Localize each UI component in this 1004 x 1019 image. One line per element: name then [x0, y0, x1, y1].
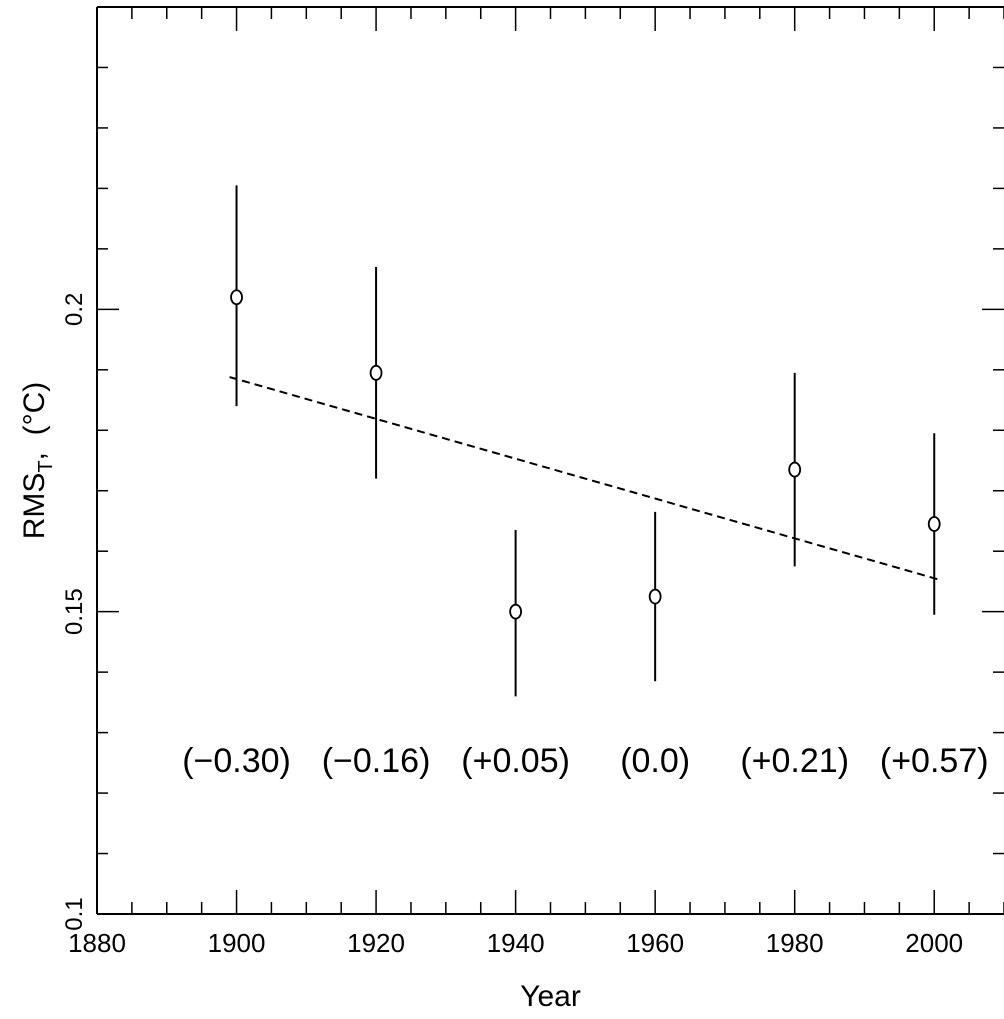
x-tick-label: 1900 [208, 928, 266, 958]
y-axis-title-main: RMS [18, 473, 51, 540]
data-point [648, 588, 662, 605]
data-point [788, 461, 802, 478]
y-axis-title: RMST, (°C) [18, 382, 57, 540]
annotations: (−0.30) (−0.16) (+0.05) (0.0) (+0.21) (+0.57) [182, 742, 988, 780]
value-annotation: (0.0) [620, 742, 690, 780]
y-tick-label: 0.2 [61, 293, 88, 326]
data-point [230, 289, 243, 306]
axis-ticks [96, 6, 1004, 915]
trend-line-group [229, 376, 942, 582]
tick-labels: 1880 1900 1920 1940 1960 1980 2000 0.1 0.15 0.2 [61, 293, 963, 958]
data-point [369, 364, 383, 381]
value-annotation: (+0.05) [461, 742, 570, 780]
x-tick-label: 1940 [487, 928, 545, 958]
data-point [927, 516, 941, 532]
x-tick-label: 1880 [68, 928, 126, 958]
x-tick-label: 1980 [766, 928, 824, 958]
trend-line [229, 376, 942, 582]
value-annotation: (+0.21) [740, 742, 849, 780]
data-points [230, 289, 941, 620]
y-axis-title-subscript: T [35, 460, 57, 472]
x-tick-label: 1960 [626, 928, 684, 958]
y-axis-title-unit: , (°C) [18, 382, 51, 461]
x-tick-label: 1920 [347, 928, 405, 958]
x-axis-title: Year [520, 980, 581, 1013]
y-tick-label: 0.1 [61, 897, 88, 930]
error-bars [235, 185, 936, 697]
data-point [509, 603, 523, 620]
value-annotation: (−0.16) [322, 742, 431, 780]
x-tick-label: 2000 [905, 928, 963, 958]
value-annotation: (+0.57) [880, 742, 989, 780]
value-annotation: (−0.30) [182, 742, 291, 780]
y-tick-label: 0.15 [61, 588, 88, 635]
